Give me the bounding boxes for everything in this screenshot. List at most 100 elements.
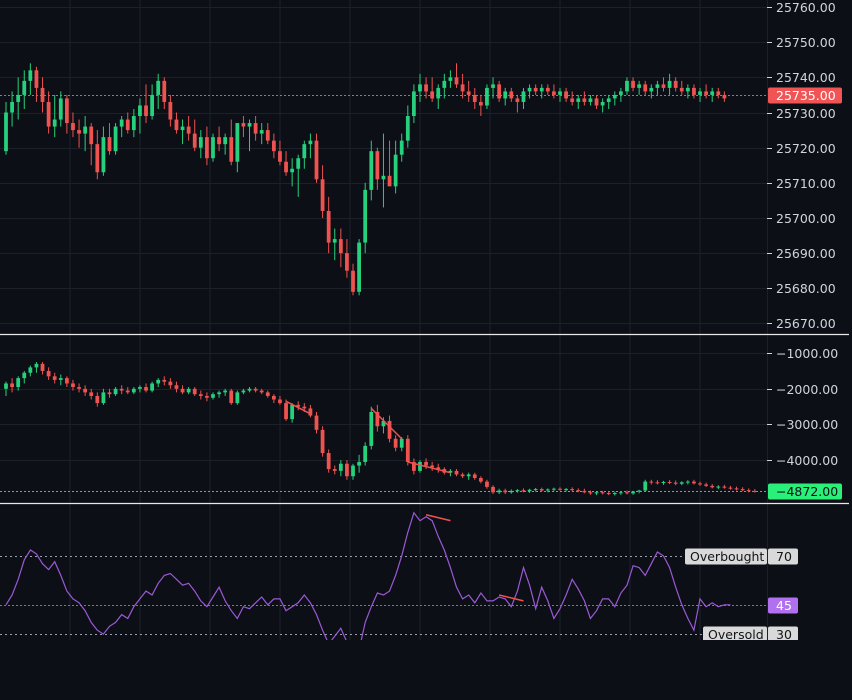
price-candle[interactable] — [107, 137, 112, 152]
price-candle[interactable] — [649, 87, 654, 92]
delta-candle[interactable] — [28, 367, 33, 373]
price-candle[interactable] — [217, 137, 221, 145]
delta-candle[interactable] — [186, 388, 191, 393]
price-candle[interactable] — [570, 98, 575, 102]
price-candle[interactable] — [515, 98, 520, 102]
price-candle[interactable] — [558, 91, 562, 95]
price-candle[interactable] — [631, 80, 635, 88]
delta-candle[interactable] — [552, 488, 556, 490]
delta-candle[interactable] — [612, 493, 617, 495]
price-candle[interactable] — [363, 189, 368, 243]
delta-candle[interactable] — [667, 481, 672, 483]
price-candle[interactable] — [582, 98, 587, 102]
delta-candle[interactable] — [692, 481, 696, 484]
delta-candle[interactable] — [198, 394, 203, 396]
delta-candle[interactable] — [393, 438, 398, 448]
price-candle[interactable] — [58, 98, 63, 120]
delta-candle[interactable] — [722, 486, 727, 488]
delta-candle[interactable] — [485, 481, 489, 487]
delta-candle[interactable] — [83, 388, 88, 393]
price-candle[interactable] — [320, 179, 325, 211]
price-candle[interactable] — [594, 98, 599, 106]
price-candle[interactable] — [16, 94, 21, 102]
price-candle[interactable] — [64, 98, 69, 124]
price-candle[interactable] — [77, 130, 81, 134]
price-candle[interactable] — [357, 242, 361, 292]
price-candle[interactable] — [460, 84, 465, 92]
price-candle[interactable] — [552, 91, 556, 95]
delta-candle[interactable] — [412, 461, 416, 471]
price-candle[interactable] — [369, 151, 374, 190]
price-candle[interactable] — [198, 137, 203, 148]
price-candle[interactable] — [10, 101, 14, 113]
delta-candle[interactable] — [637, 490, 642, 492]
price-candle[interactable] — [34, 70, 39, 88]
delta-candle[interactable] — [631, 491, 635, 494]
price-candle[interactable] — [211, 137, 215, 159]
delta-candle[interactable] — [746, 490, 751, 492]
price-candle[interactable] — [405, 116, 410, 141]
delta-candle[interactable] — [704, 484, 709, 486]
price-candle[interactable] — [576, 98, 581, 102]
delta-candle[interactable] — [734, 488, 739, 490]
price-candle[interactable] — [259, 130, 264, 134]
price-candle[interactable] — [612, 94, 617, 99]
price-candle[interactable] — [643, 84, 648, 92]
price-candle[interactable] — [229, 137, 234, 162]
price-candle[interactable] — [113, 126, 118, 152]
price-candle[interactable] — [619, 91, 623, 95]
price-candle[interactable] — [466, 91, 471, 95]
price-candle[interactable] — [533, 87, 538, 92]
price-candle[interactable] — [430, 91, 435, 99]
price-candle[interactable] — [308, 140, 313, 145]
price-candle[interactable] — [716, 91, 721, 95]
delta-candle[interactable] — [363, 445, 368, 462]
price-candle[interactable] — [302, 144, 307, 159]
price-candle[interactable] — [521, 91, 526, 102]
price-candle[interactable] — [186, 126, 191, 134]
delta-candle[interactable] — [211, 394, 215, 398]
delta-candle[interactable] — [509, 490, 514, 493]
delta-candle[interactable] — [649, 481, 654, 483]
delta-candle[interactable] — [138, 387, 142, 389]
delta-candle[interactable] — [265, 392, 270, 396]
delta-candle[interactable] — [40, 363, 45, 371]
delta-candle[interactable] — [710, 485, 715, 488]
price-candle[interactable] — [351, 270, 355, 292]
delta-candle[interactable] — [326, 453, 331, 470]
delta-candle[interactable] — [77, 387, 81, 389]
price-candle[interactable] — [89, 126, 94, 145]
price-candle[interactable] — [290, 168, 295, 173]
delta-candle[interactable] — [64, 378, 69, 384]
delta-candle[interactable] — [491, 486, 495, 493]
price-candle[interactable] — [345, 253, 349, 271]
delta-candle[interactable] — [259, 390, 264, 393]
price-candle[interactable] — [223, 137, 228, 145]
price-candle[interactable] — [698, 91, 702, 95]
delta-candle[interactable] — [375, 412, 380, 427]
price-candle[interactable] — [673, 80, 678, 88]
delta-candle[interactable] — [241, 390, 246, 393]
price-candle[interactable] — [22, 80, 27, 95]
price-candle[interactable] — [101, 137, 106, 173]
delta-candle[interactable] — [619, 492, 623, 494]
price-candle[interactable] — [539, 87, 544, 92]
delta-candle[interactable] — [472, 474, 477, 479]
delta-candle[interactable] — [10, 383, 14, 388]
price-candle[interactable] — [265, 130, 270, 141]
price-candle[interactable] — [442, 80, 447, 88]
price-candle[interactable] — [4, 112, 8, 152]
delta-candle[interactable] — [320, 429, 325, 454]
delta-candle[interactable] — [223, 390, 228, 393]
cumulative-delta-panel[interactable] — [0, 362, 767, 496]
price-candle[interactable] — [418, 84, 422, 92]
price-candle[interactable] — [150, 94, 154, 117]
delta-candle[interactable] — [405, 438, 410, 462]
delta-candle[interactable] — [162, 379, 167, 382]
delta-candle[interactable] — [314, 415, 319, 430]
delta-candle[interactable] — [101, 392, 106, 404]
delta-candle[interactable] — [16, 378, 21, 388]
delta-candle[interactable] — [600, 492, 605, 494]
delta-candle[interactable] — [253, 388, 258, 391]
delta-candle[interactable] — [345, 463, 349, 477]
